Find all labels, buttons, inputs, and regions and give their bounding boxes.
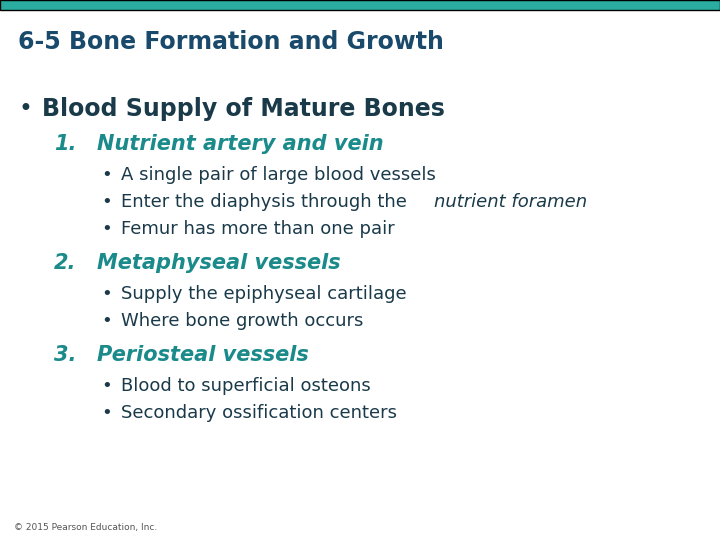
Text: •: • [101, 404, 112, 422]
Text: Enter the diaphysis through the: Enter the diaphysis through the [121, 193, 413, 211]
Text: Blood to superficial osteons: Blood to superficial osteons [121, 377, 371, 395]
Text: Supply the epiphyseal cartilage: Supply the epiphyseal cartilage [121, 285, 407, 303]
Text: nutrient foramen: nutrient foramen [434, 193, 588, 211]
Text: •: • [101, 166, 112, 184]
Text: Periosteal vessels: Periosteal vessels [97, 345, 309, 364]
Text: A single pair of large blood vessels: A single pair of large blood vessels [121, 166, 436, 184]
Text: Secondary ossification centers: Secondary ossification centers [121, 404, 397, 422]
Text: Blood Supply of Mature Bones: Blood Supply of Mature Bones [42, 97, 445, 121]
FancyBboxPatch shape [0, 0, 720, 10]
Text: •: • [101, 220, 112, 238]
Text: 6-5 Bone Formation and Growth: 6-5 Bone Formation and Growth [18, 30, 444, 53]
Text: •: • [18, 97, 32, 121]
Text: 3.: 3. [54, 345, 76, 364]
Text: •: • [101, 312, 112, 330]
Text: Femur has more than one pair: Femur has more than one pair [121, 220, 395, 238]
Text: 2.: 2. [54, 253, 76, 273]
Text: •: • [101, 285, 112, 303]
Text: Where bone growth occurs: Where bone growth occurs [121, 312, 364, 330]
Text: Metaphyseal vessels: Metaphyseal vessels [97, 253, 341, 273]
Text: © 2015 Pearson Education, Inc.: © 2015 Pearson Education, Inc. [14, 523, 158, 532]
Text: •: • [101, 377, 112, 395]
Text: Nutrient artery and vein: Nutrient artery and vein [97, 134, 384, 154]
Text: 1.: 1. [54, 134, 76, 154]
Text: •: • [101, 193, 112, 211]
